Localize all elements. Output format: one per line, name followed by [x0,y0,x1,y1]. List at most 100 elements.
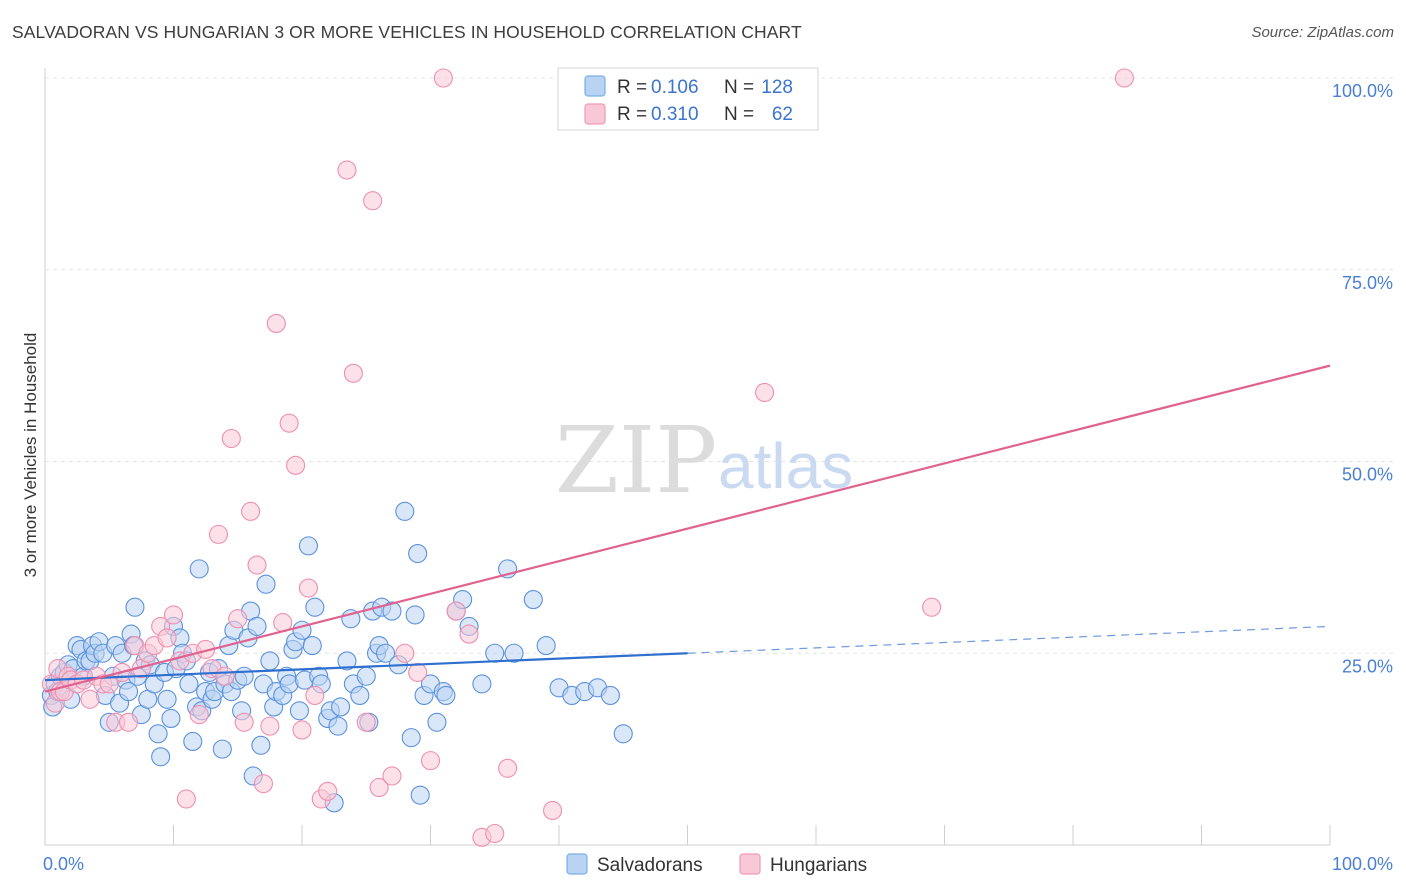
legend-n-value: 128 [761,77,793,98]
point-salvadorans [260,651,280,671]
top-legend: R = 0.106 N = 128 R = 0.310 N = 62 [557,67,819,131]
point-hungarians [395,643,415,663]
point-salvadorans [472,674,492,694]
point-hungarians [446,601,466,621]
point-hungarians [163,605,184,625]
point-hungarians [292,720,312,740]
point-hungarians [247,555,267,575]
bottom-legend-hungarians: Hungarians [770,855,867,876]
axes [44,68,1331,846]
point-hungarians [215,666,235,686]
point-hungarians [1114,68,1134,88]
point-salvadorans [183,731,203,752]
watermark-atlas: atlas [718,430,853,502]
legend-r-value: 0.106 [651,77,699,98]
point-salvadorans [251,735,271,755]
bottom-legend: Salvadorans Hungarians [566,853,867,876]
point-salvadorans [157,689,177,709]
point-hungarians [286,455,306,475]
point-hungarians [176,789,196,809]
legend-r-label: R = [617,104,647,125]
point-hungarians [234,712,254,732]
y-tick-labels: 25.0% 50.0% 75.0% 100.0% [1332,81,1393,676]
grid-lines [45,77,1395,654]
y-tick-label: 100.0% [1332,81,1393,101]
point-salvadorans [600,685,620,705]
point-salvadorans [247,616,267,636]
y-tick-label: 75.0% [1342,273,1393,293]
point-hungarians [279,413,299,433]
point-salvadorans [523,590,543,610]
point-salvadorans [256,574,276,594]
point-salvadorans [305,597,325,617]
point-salvadorans [151,747,171,767]
point-hungarians [755,382,775,403]
trend-line-salvadorans [44,652,688,682]
watermark-zip: ZIP [555,407,717,514]
point-hungarians [356,712,376,732]
point-salvadorans [408,543,428,564]
point-hungarians [241,501,261,521]
point-hungarians [305,685,325,705]
trend-line-salvadorans-extension [687,625,1331,654]
trend-line-hungarians [44,364,1331,693]
y-tick-label: 25.0% [1342,656,1393,676]
point-salvadorans [161,708,181,728]
point-salvadorans [337,651,357,671]
point-hungarians [208,524,229,544]
point-salvadorans [289,701,309,721]
point-hungarians [189,705,209,725]
legend-n-label: N = [724,104,754,125]
point-hungarians [420,751,441,771]
point-salvadorans [125,597,145,617]
point-hungarians [260,716,280,736]
y-tick-label: 50.0% [1342,465,1393,485]
point-salvadorans [302,636,322,656]
point-hungarians [382,766,402,786]
point-salvadorans [148,724,168,744]
legend-swatch-hungarians [584,103,606,125]
legend-r-value: 0.310 [651,104,699,125]
bottom-legend-swatch-hungarians [739,853,761,875]
x-tick-label: 100.0% [1332,854,1393,874]
point-salvadorans [405,605,425,625]
point-salvadorans [401,728,421,748]
point-hungarians [433,68,453,88]
point-salvadorans [179,674,199,694]
point-salvadorans [485,643,505,663]
bottom-legend-salvadorans: Salvadorans [597,855,703,876]
point-hungarians [253,774,274,794]
legend-swatch-salvadorans [584,75,606,97]
chart-title: SALVADORAN VS HUNGARIAN 3 OR MORE VEHICL… [12,22,802,42]
point-hungarians [343,363,363,383]
point-hungarians [298,578,318,598]
point-salvadorans [427,712,447,732]
point-salvadorans [395,501,415,521]
point-hungarians [543,800,563,821]
point-salvadorans [382,601,402,621]
data-points [41,68,1134,847]
point-hungarians [922,597,942,617]
point-salvadorans [234,666,254,686]
y-axis-title: 3 or more Vehicles in Household [21,333,40,578]
point-salvadorans [350,685,370,705]
x-tick-label: 0.0% [43,854,84,874]
point-hungarians [363,191,383,211]
point-salvadorans [410,785,430,805]
legend-n-value: 62 [772,104,793,125]
point-salvadorans [436,685,456,705]
point-hungarians [485,823,505,844]
point-salvadorans [189,559,209,579]
point-hungarians [80,689,100,709]
point-salvadorans [212,739,232,759]
point-salvadorans [536,636,556,656]
point-salvadorans [118,682,139,702]
trend-lines [44,364,1331,693]
point-salvadorans [504,643,524,663]
watermark: ZIP atlas [555,407,853,514]
point-hungarians [498,758,518,778]
point-salvadorans [356,666,376,686]
point-hungarians [157,628,177,648]
point-hungarians [318,781,338,801]
